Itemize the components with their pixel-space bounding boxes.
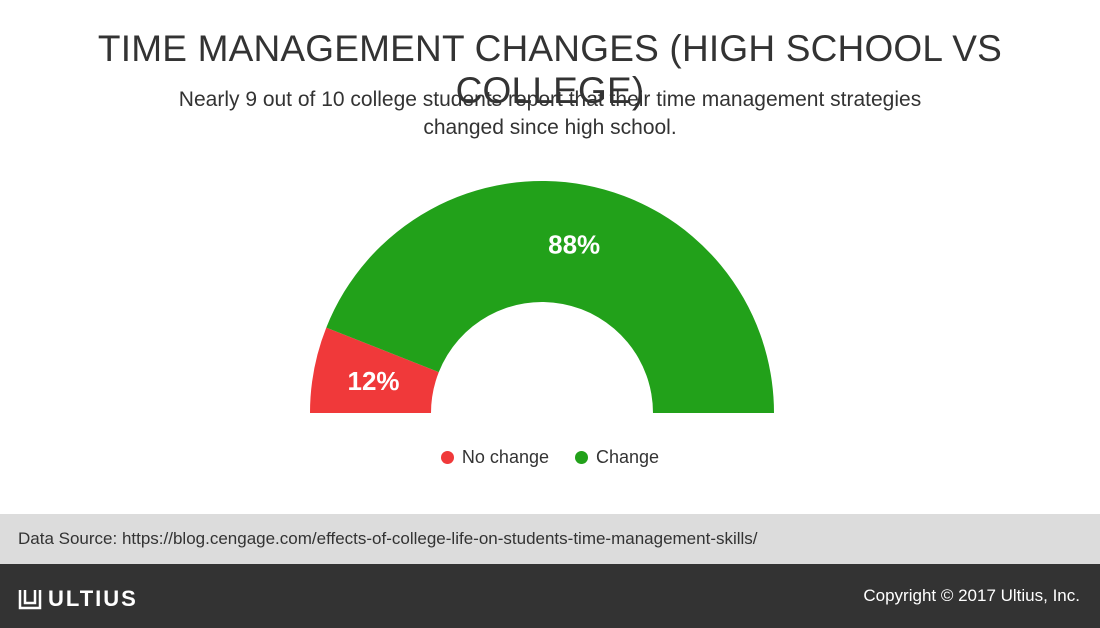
legend-swatch-change <box>575 451 588 464</box>
legend-label-no-change: No change <box>461 447 549 467</box>
legend-label-change: Change <box>596 447 660 467</box>
data-source-text: Data Source: https://blog.cengage.com/ef… <box>18 529 758 548</box>
ultius-logo-icon <box>18 590 42 610</box>
slice-label-no-change: 12% <box>348 366 400 396</box>
legend-item-change: Change <box>575 447 659 468</box>
slice-label-change: 88% <box>548 230 600 260</box>
slice-change <box>326 180 774 413</box>
brand: ULTIUS <box>18 586 138 612</box>
brand-name: ULTIUS <box>48 586 138 611</box>
copyright-text: Copyright © 2017 Ultius, Inc. <box>863 586 1080 605</box>
chart-legend: No change Change <box>0 447 1100 468</box>
chart-title: TIME MANAGEMENT CHANGES (HIGH SCHOOL VS … <box>97 28 1003 111</box>
legend-swatch-no-change <box>440 451 454 464</box>
chart-subtitle: Nearly 9 out of 10 college students repo… <box>178 88 922 139</box>
semi-donut-chart: 12% 88% <box>310 180 774 413</box>
footer-bar: ULTIUS Copyright © 2017 Ultius, Inc. <box>0 564 1100 628</box>
slice-no-change <box>310 327 439 413</box>
data-source-bar: Data Source: https://blog.cengage.com/ef… <box>0 514 1100 564</box>
legend-item-no-change: No change <box>440 447 549 468</box>
